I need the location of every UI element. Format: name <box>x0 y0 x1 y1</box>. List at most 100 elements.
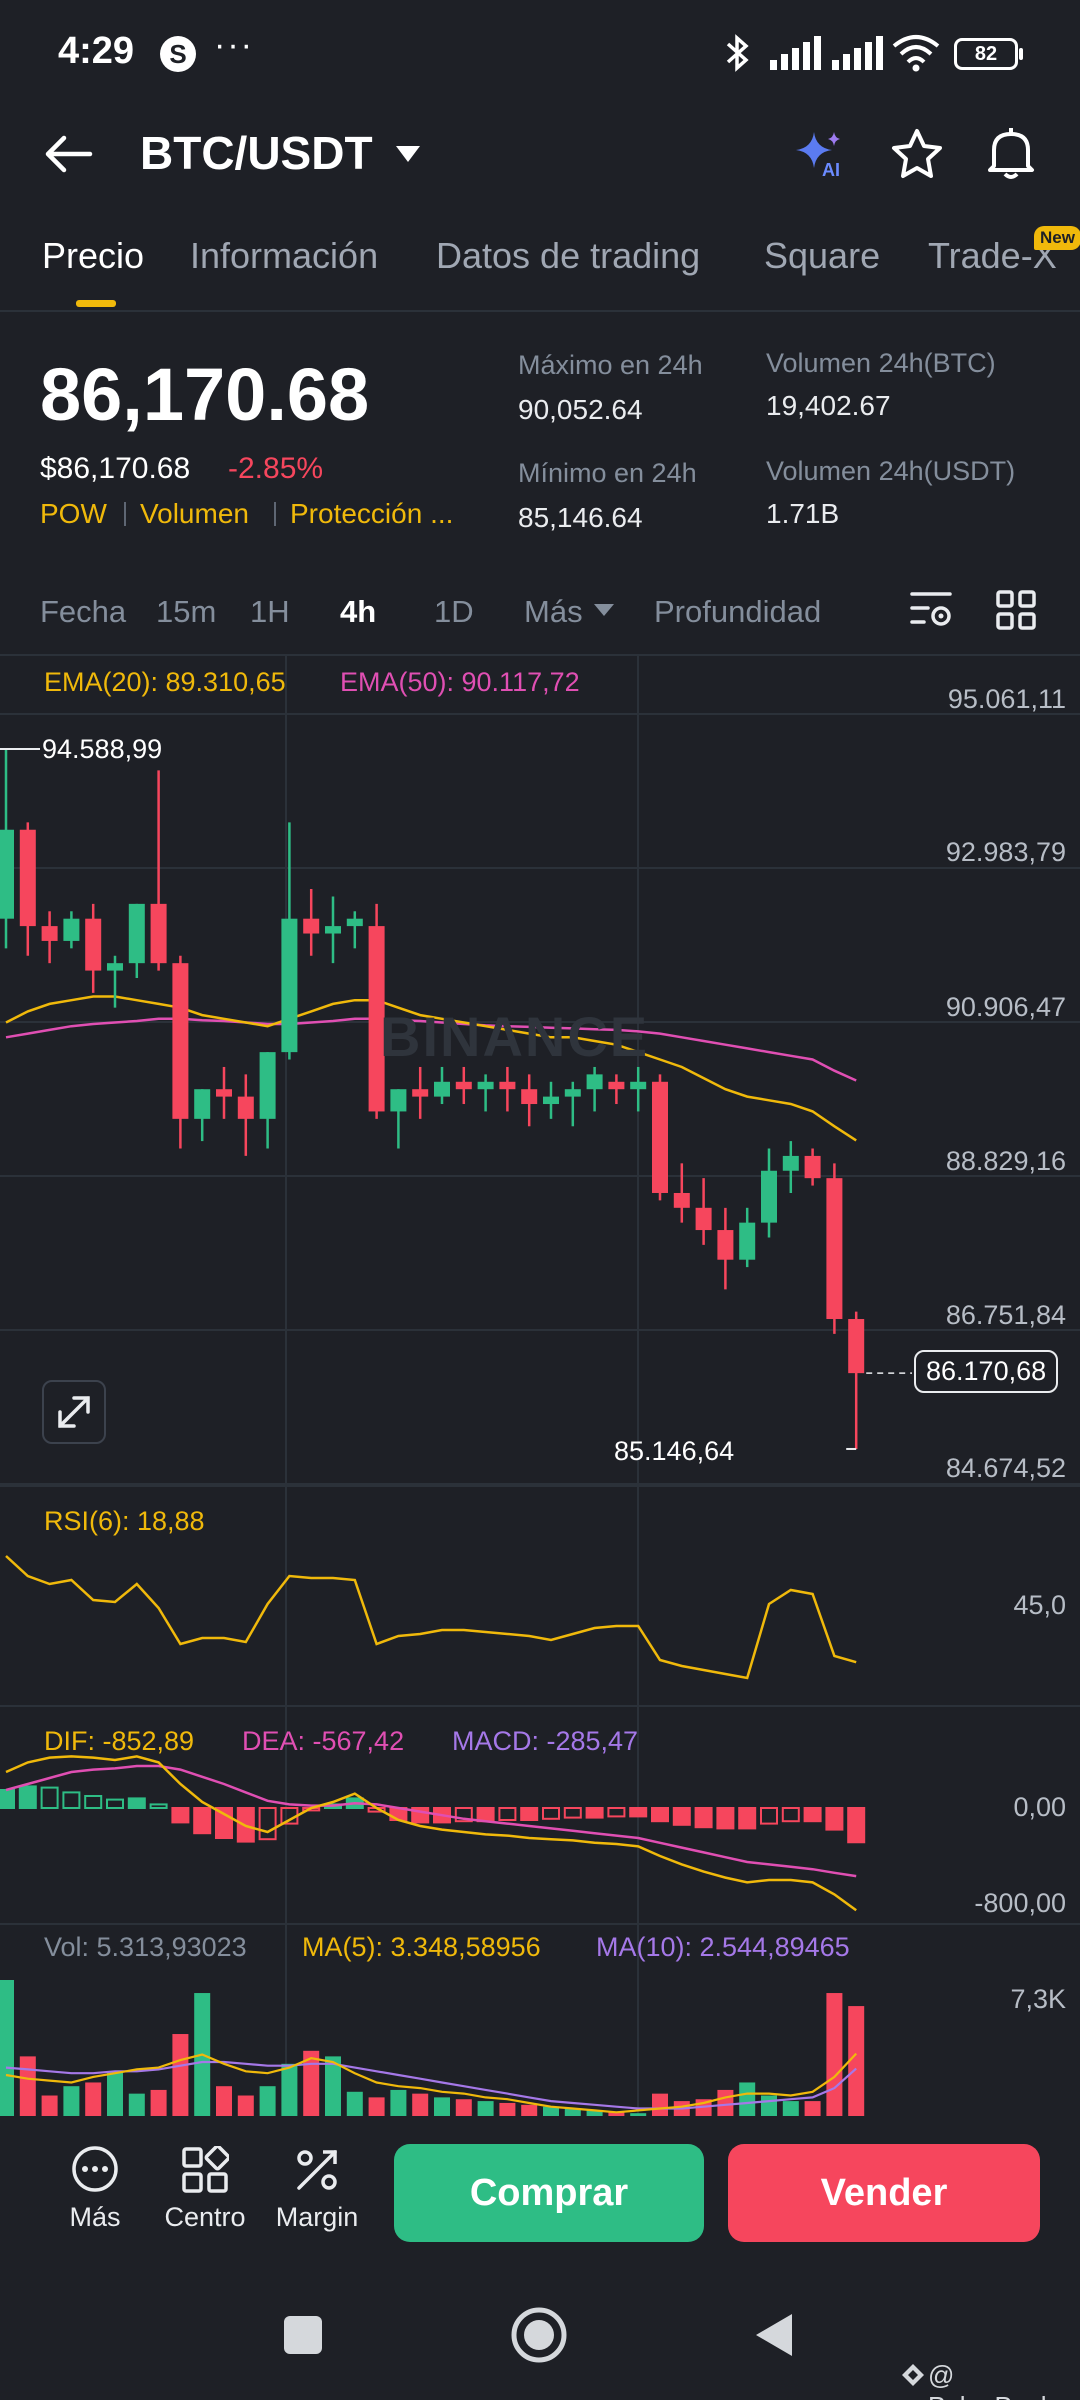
tab-precio[interactable]: Precio <box>42 235 145 276</box>
recent-apps-button[interactable] <box>284 2316 322 2354</box>
candle-body <box>150 903 167 964</box>
candle-body <box>455 1081 472 1090</box>
volume-bar <box>107 2071 123 2116</box>
tag-pow[interactable]: POW <box>40 498 107 529</box>
buy-button[interactable]: Comprar <box>394 2144 704 2242</box>
volume-bar <box>41 2095 58 2116</box>
tab-square[interactable]: Square <box>764 235 881 276</box>
center-label: Centro <box>164 2202 246 2232</box>
price-axis-label: 95.061,11 <box>947 684 1066 714</box>
macd-histogram-bar <box>62 1791 81 1810</box>
volume-bar <box>19 2056 36 2116</box>
tf-fecha[interactable]: Fecha <box>40 594 127 629</box>
battery-icon: 82 <box>954 38 1018 70</box>
candle-body <box>85 918 102 971</box>
notification-bell-icon[interactable] <box>984 124 1038 182</box>
tab-informacion[interactable]: Información <box>190 235 379 276</box>
candlestick-chart[interactable] <box>0 0 1080 2120</box>
center-button[interactable]: Centro <box>150 2142 260 2242</box>
candle-body <box>216 1089 232 1097</box>
more-notifications-icon: ··· <box>214 26 254 64</box>
candle-body <box>739 1222 756 1260</box>
macd-histogram-bar <box>171 1807 190 1824</box>
volume-bar <box>216 2086 232 2116</box>
price-axis-label: 88.829,16 <box>945 1146 1066 1176</box>
ai-assistant-button[interactable]: AI <box>792 128 848 184</box>
dea-line <box>5 1764 857 1878</box>
battery-tip <box>1019 48 1023 60</box>
pair-dropdown-icon[interactable] <box>394 144 422 164</box>
macd-histogram-bar <box>127 1797 146 1810</box>
ma5-label: MA(5): 3.348,58956 <box>302 1932 541 1962</box>
volume-bar <box>128 2093 145 2116</box>
layout-grid-icon[interactable] <box>996 590 1036 630</box>
volume-bar <box>150 2089 167 2116</box>
candle-body <box>782 1155 799 1171</box>
macd-histogram-bar <box>781 1807 800 1823</box>
candle-body <box>412 1089 429 1097</box>
candle-body <box>586 1074 603 1090</box>
candle-body <box>237 1096 254 1119</box>
dea-label: DEA: -567,42 <box>242 1726 405 1756</box>
tag-volumen[interactable]: Volumen <box>140 498 249 529</box>
pair-title[interactable]: BTC/USDT <box>140 127 373 179</box>
low-24h-label: Mínimo en 24h <box>518 458 697 488</box>
macd-histogram-bar <box>825 1807 844 1831</box>
tf-1d[interactable]: 1D <box>434 594 474 629</box>
candle-body <box>499 1081 516 1090</box>
candle-body <box>848 1319 865 1374</box>
sell-button[interactable]: Vender <box>728 2144 1040 2242</box>
candle-body <box>107 963 123 971</box>
max-price-marker: 94.588,99 <box>42 734 163 764</box>
volume-bar <box>608 2112 625 2116</box>
current-price-tag[interactable]: 86.170,68 <box>914 1350 1059 1393</box>
back-arrow-icon[interactable] <box>44 134 94 174</box>
volume-bar <box>652 2093 668 2116</box>
macd-histogram-bar <box>542 1807 560 1820</box>
status-time: 4:29 <box>58 30 135 72</box>
candle-body <box>695 1207 712 1231</box>
volume-bar <box>455 2099 472 2116</box>
more-label: Más <box>69 2202 121 2232</box>
dif-label: DIF: -852,89 <box>44 1726 195 1756</box>
tf-depth[interactable]: Profundidad <box>654 594 822 629</box>
chart-top-divider <box>0 654 1080 656</box>
tf-more-dropdown-icon[interactable] <box>594 604 614 618</box>
candle-body <box>41 926 58 941</box>
volume-bar <box>325 2056 341 2116</box>
macd-histogram-bar <box>629 1807 648 1818</box>
min-price-marker: 85.146,64 <box>614 1436 735 1466</box>
back-triangle-icon[interactable] <box>752 2310 796 2360</box>
macd-histogram-bar <box>193 1807 212 1835</box>
volume-bar <box>717 2089 734 2116</box>
candle-body <box>19 829 36 927</box>
margin-button[interactable]: Margin <box>262 2142 372 2242</box>
candle-body <box>477 1081 494 1090</box>
home-button-icon[interactable] <box>510 2306 568 2364</box>
volume-bar <box>630 2113 647 2116</box>
volume-bar <box>761 2095 777 2116</box>
chart-settings-icon[interactable] <box>910 590 954 630</box>
tab-datos-trading[interactable]: Datos de trading <box>436 235 701 276</box>
tf-more[interactable]: Más <box>524 594 583 629</box>
macd-histogram-bar <box>694 1807 713 1829</box>
bluetooth-icon <box>726 34 749 72</box>
candle-body <box>804 1155 821 1179</box>
volume-bar <box>281 2063 298 2116</box>
tag-proteccion[interactable]: Protección ... <box>290 498 454 529</box>
vol-usdt-label: Volumen 24h(USDT) <box>766 456 1016 486</box>
volume-bar <box>782 2101 799 2116</box>
volume-bar <box>477 2101 494 2116</box>
more-button[interactable]: Más <box>40 2142 150 2242</box>
favorite-star-icon[interactable] <box>890 128 944 180</box>
binance-watermark: BINANCE <box>380 1005 650 1068</box>
ema50-line <box>5 1017 857 1082</box>
tf-1h[interactable]: 1H <box>250 594 290 629</box>
volume-bar <box>826 1993 843 2116</box>
vol-usdt-value: 1.71B <box>766 498 840 529</box>
tf-4h[interactable]: 4h <box>340 594 377 629</box>
expand-chart-button[interactable] <box>42 1380 106 1444</box>
ai-sparkle-icon <box>796 132 840 168</box>
volume-bar <box>0 1980 14 2116</box>
tf-15m[interactable]: 15m <box>156 594 217 629</box>
